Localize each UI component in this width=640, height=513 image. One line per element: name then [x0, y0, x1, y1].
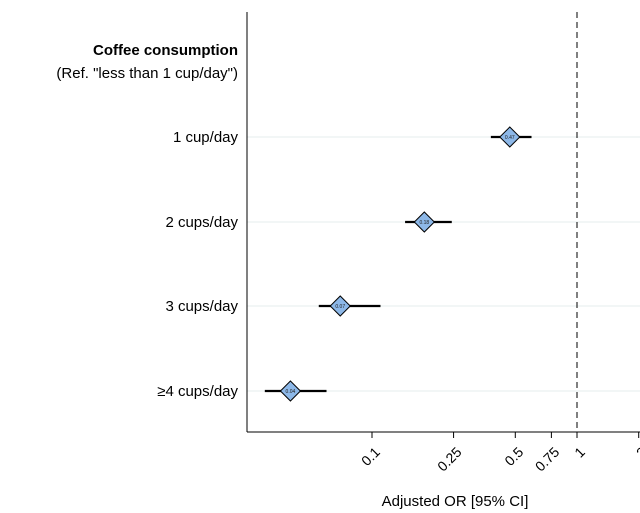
- gridlines: [247, 136, 640, 392]
- x-tick-label: 0.75: [532, 444, 563, 475]
- x-tick-label: 0.25: [434, 444, 465, 475]
- estimate-marker: [279, 380, 302, 402]
- x-tick-label: 0.1: [358, 444, 383, 469]
- section-title: Coffee consumption: [93, 42, 238, 59]
- x-tick-label: 2: [633, 444, 640, 461]
- section-subtitle: (Ref. "less than 1 cup/day"): [56, 65, 238, 82]
- row-label: 2 cups/day: [165, 214, 238, 231]
- point-label: 0.47: [505, 135, 515, 141]
- estimate-marker: [499, 126, 521, 148]
- estimate-marker: [413, 211, 436, 233]
- row-label: 1 cup/day: [173, 129, 239, 146]
- x-axis-ticks: 0.1 0.25 0.5 0.75 1 2: [358, 432, 640, 474]
- point-label: 0.04: [286, 389, 296, 395]
- point-label: 0.07: [335, 304, 345, 310]
- row-label: ≥4 cups/day: [157, 383, 238, 400]
- estimate-marker: [329, 295, 351, 317]
- confidence-intervals: [264, 135, 532, 393]
- x-axis-title: Adjusted OR [95% CI]: [382, 493, 529, 510]
- row-label: 3 cups/day: [165, 298, 238, 315]
- point-label: 0.18: [419, 220, 429, 226]
- x-tick-label: 0.5: [501, 444, 526, 469]
- x-tick-label: 1: [571, 444, 588, 461]
- estimate-markers: 0.47 0.18 0.07 0.04: [279, 126, 521, 402]
- row-labels: 1 cup/day 2 cups/day 3 cups/day ≥4 cups/day: [157, 129, 238, 400]
